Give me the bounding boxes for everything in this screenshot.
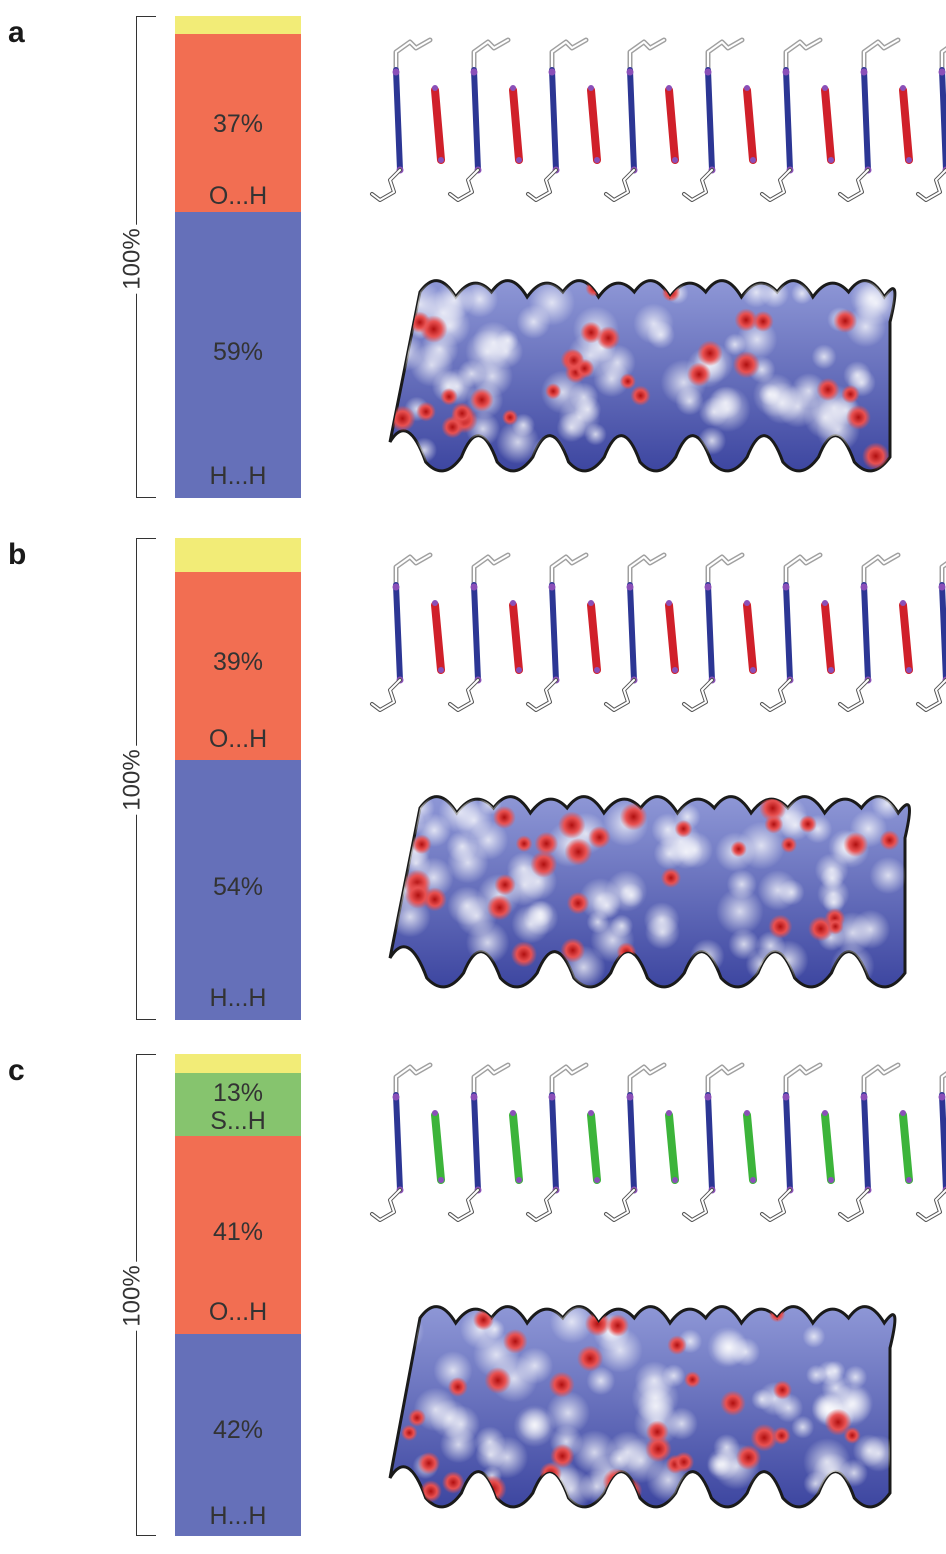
segment-percent: 42% [212, 1415, 264, 1444]
contact-bar: 13% S...H 41% O...H 42% H...H [175, 1054, 301, 1536]
molecular-stack [370, 37, 946, 202]
guest-molecule [509, 85, 523, 164]
molecule-backbone [370, 1062, 433, 1222]
segment-oh: 41% O...H [175, 1135, 301, 1334]
segment-label: O...H [208, 1297, 268, 1326]
segment-percent: 41% [212, 1217, 264, 1246]
segment-label: O...H [208, 181, 268, 210]
segment-percent: 59% [212, 338, 264, 367]
molecule-backbone [682, 552, 745, 712]
guest-molecule [899, 600, 913, 674]
bracket-total-label: 100% [118, 224, 147, 294]
panel-letter: b [8, 538, 27, 571]
guest-molecule [431, 85, 445, 164]
guest-molecule [821, 1110, 835, 1184]
segment-hh: 42% H...H [175, 1333, 301, 1536]
panel-b: b 100% 39% O...H 54% H...H [0, 520, 946, 1030]
segment-sh: 13% S...H [175, 1073, 301, 1136]
molecule-backbone [916, 46, 946, 202]
guest-molecule [431, 1110, 445, 1184]
molecule-backbone [526, 1062, 589, 1222]
contact-bar: 39% O...H 54% H...H [175, 538, 301, 1020]
molecule-backbone [760, 552, 823, 712]
guest-molecule [821, 85, 835, 164]
guest-molecule [821, 600, 835, 674]
segment-percent: 39% [212, 647, 264, 676]
panel-a: a 100% 37% O...H 59% H...H [0, 0, 946, 510]
molecule-backbone [448, 552, 511, 712]
guest-molecule [431, 600, 445, 674]
guest-molecule [587, 1110, 601, 1184]
segment-label: H...H [209, 462, 267, 491]
segment-oh: 37% O...H [175, 33, 301, 213]
guest-molecule [899, 85, 913, 164]
molecule-backbone [760, 1062, 823, 1222]
molecular-stack [370, 552, 946, 712]
segment-label: S...H [210, 1107, 266, 1136]
molecule-backbone [526, 37, 589, 202]
segment-other [175, 16, 301, 34]
guest-molecule [587, 600, 601, 674]
molecule-backbone [448, 1062, 511, 1222]
segment-label: O...H [208, 724, 268, 753]
molecule-backbone [838, 1062, 901, 1222]
guest-molecule [743, 600, 757, 674]
segment-hh: 54% H...H [175, 759, 301, 1020]
molecular-stack [370, 1062, 946, 1222]
segment-oh: 39% O...H [175, 571, 301, 760]
molecule-backbone [604, 1062, 667, 1222]
segment-label: H...H [209, 983, 267, 1012]
molecule-backbone [370, 552, 433, 712]
molecule-backbone [370, 37, 433, 202]
hirshfeld-surface [388, 1305, 897, 1509]
guest-molecule [665, 85, 679, 164]
molecule-backbone [682, 1062, 745, 1222]
guest-molecule [587, 85, 601, 164]
segment-hh: 59% H...H [175, 212, 301, 498]
guest-molecule [743, 1110, 757, 1184]
panel-c: c 100% 13% S...H 41% O...H 42% H...H [0, 1040, 946, 1554]
molecule-backbone [916, 561, 946, 712]
guest-molecule [743, 85, 757, 164]
molecule-backbone [604, 37, 667, 202]
molecule-backbone [682, 37, 745, 202]
molecule-backbone [760, 37, 823, 202]
segment-percent: 13% [212, 1079, 264, 1108]
segment-label: H...H [209, 1501, 267, 1530]
guest-molecule [665, 600, 679, 674]
guest-molecule [509, 1110, 523, 1184]
bracket-total-label: 100% [118, 745, 147, 815]
bracket-total-label: 100% [118, 1261, 147, 1331]
panel-letter: c [8, 1054, 25, 1087]
segment-percent: 37% [212, 109, 264, 138]
guest-molecule [509, 600, 523, 674]
molecule-backbone [838, 37, 901, 202]
molecule-backbone [604, 552, 667, 712]
contact-bar: 37% O...H 59% H...H [175, 16, 301, 498]
panel-letter: a [8, 16, 25, 49]
molecule-backbone [526, 552, 589, 712]
segment-other [175, 1054, 301, 1074]
segment-percent: 54% [212, 872, 264, 901]
segment-other [175, 538, 301, 572]
guest-molecule [665, 1110, 679, 1184]
molecule-backbone [838, 552, 901, 712]
molecule-backbone [916, 1071, 946, 1222]
hirshfeld-surface [388, 279, 897, 473]
molecule-backbone [448, 37, 511, 202]
hirshfeld-surface [388, 795, 911, 989]
guest-molecule [899, 1110, 913, 1184]
